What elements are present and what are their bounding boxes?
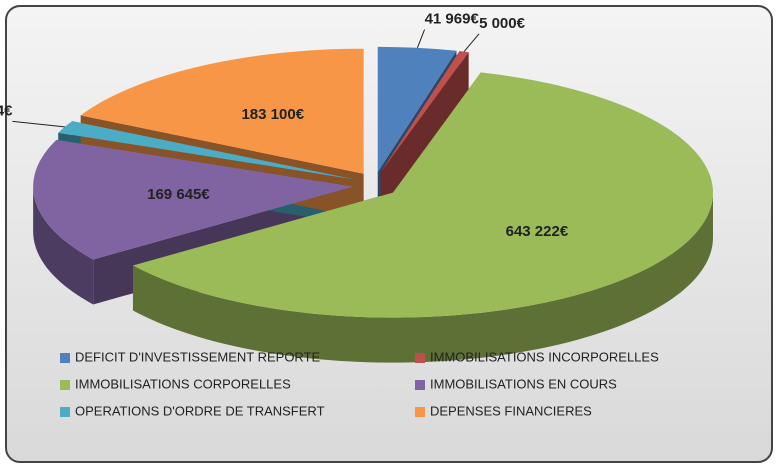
slice-side (132, 192, 713, 363)
data-label: 17 344€ (0, 102, 13, 119)
legend-label: IMMOBILISATIONS INCORPORELLES (430, 349, 659, 364)
slice (80, 48, 364, 174)
slice (380, 51, 469, 173)
data-label: 5 000€ (479, 15, 526, 32)
legend-swatch (60, 407, 70, 417)
data-label: 41 969€ (425, 11, 480, 28)
slice-wall (380, 52, 469, 218)
legend-swatch (415, 407, 425, 417)
slice (377, 46, 457, 172)
legend-label: DEFICIT D'INVESTISSEMENT REPORTE (75, 349, 321, 364)
data-label: 169 645€ (147, 186, 210, 203)
pie: 41 969€5 000€ 643 222€ 169 645€ 17 344€ 183 … (0, 11, 713, 363)
legend-label: IMMOBILISATIONS CORPORELLES (75, 376, 291, 391)
legend-label: DEPENSES FINANCIERES (430, 403, 592, 418)
slice (132, 72, 713, 318)
legend-swatch (60, 353, 70, 363)
legend-label: OPERATIONS D'ORDRE DE TRANSFERT (75, 403, 325, 418)
slice (58, 121, 356, 180)
legend: DEFICIT D'INVESTISSEMENT REPORTE IMMOBILI… (60, 349, 659, 418)
slice-side (33, 186, 94, 305)
legend-swatch (60, 380, 70, 390)
leader-line (12, 120, 65, 128)
data-label: 643 222€ (506, 223, 569, 240)
legend-label: IMMOBILISATIONS EN COURS (430, 376, 617, 391)
leader-line (416, 29, 426, 49)
leader-line (463, 33, 480, 52)
slice (33, 139, 354, 260)
data-label: 183 100€ (241, 106, 304, 123)
legend-swatch (415, 380, 425, 390)
legend-swatch (415, 353, 425, 363)
